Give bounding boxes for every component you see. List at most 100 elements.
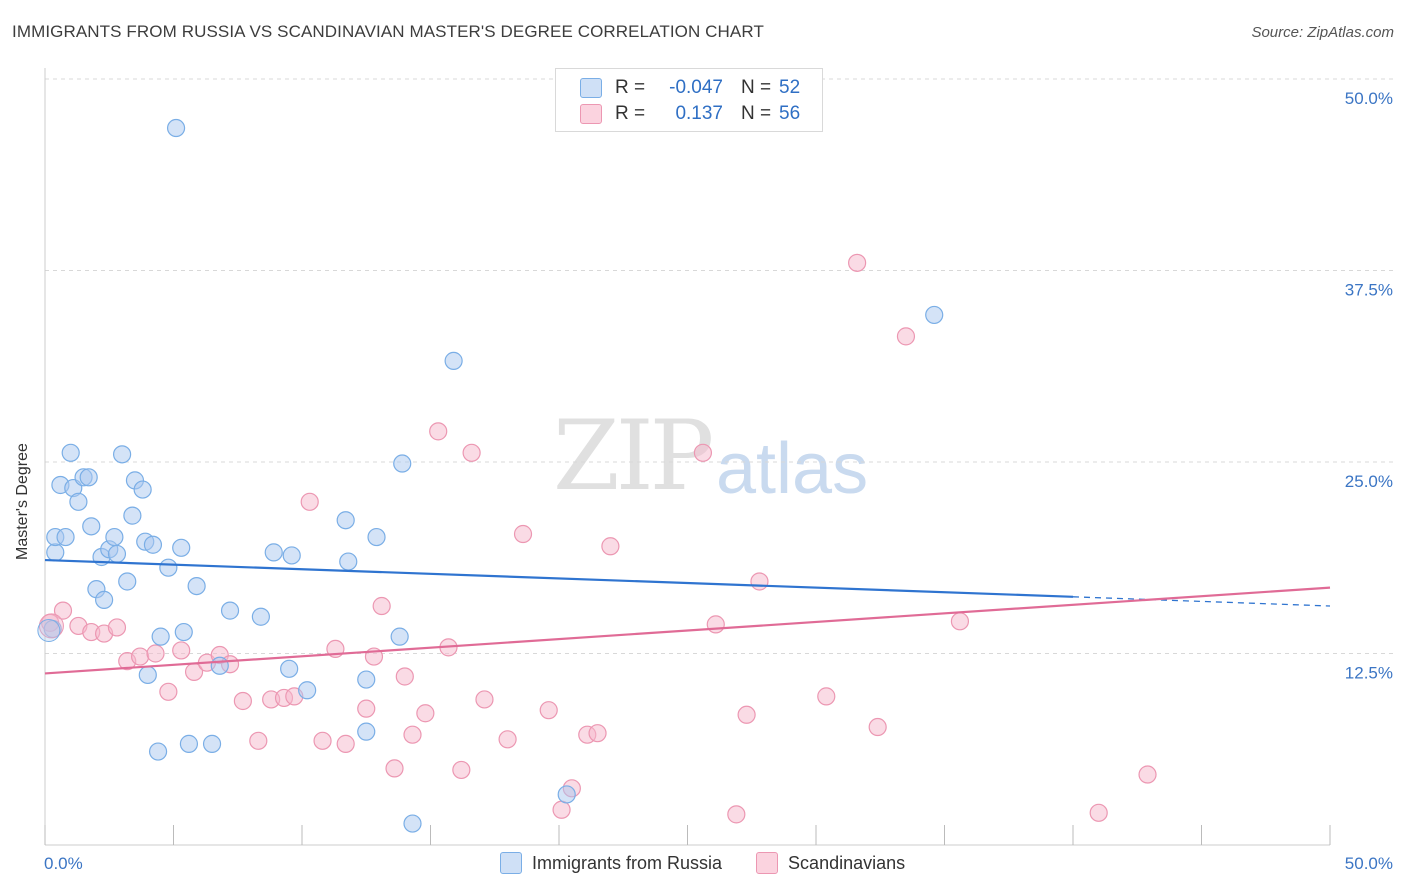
point-russia [61, 443, 80, 462]
legend-n-label: N = [741, 77, 772, 98]
point-russia [390, 627, 409, 646]
series-label-russia: Immigrants from Russia [532, 852, 723, 873]
x-tick-label: 0.0% [44, 854, 83, 873]
point-russia [123, 506, 142, 525]
point-russia [166, 118, 186, 138]
legend-swatch-scandinavians [580, 104, 602, 124]
chart-title: IMMIGRANTS FROM RUSSIA VS SCANDINAVIAN M… [12, 22, 764, 41]
point-scandinavians [336, 734, 355, 753]
legend-row-russia: R = -0.047 N = 52 [580, 77, 800, 99]
point-russia [357, 722, 376, 741]
point-russia [925, 305, 944, 325]
series-label-scandinavians: Scandinavians [788, 852, 906, 873]
point-russia-large [37, 619, 61, 643]
point-russia [159, 558, 178, 577]
series-legend-scandinavians: Scandinavians [756, 852, 905, 874]
source-label: Source: ZipAtlas.com [1251, 24, 1394, 41]
point-scandinavians [693, 443, 713, 462]
point-scandinavians [416, 704, 435, 723]
point-russia [220, 601, 240, 620]
point-scandinavians [1089, 803, 1108, 822]
y-tick-label: 50.0% [1345, 89, 1393, 108]
series-legend-russia: Immigrants from Russia [500, 852, 722, 874]
legend-r-value: -0.047 [669, 77, 723, 98]
point-russia [393, 454, 412, 473]
point-russia [172, 538, 191, 557]
series-legend: Immigrants from Russia Scandinavians [500, 852, 939, 874]
watermark-atlas: atlas [716, 429, 869, 509]
point-scandinavians [452, 760, 471, 780]
point-scandinavians [727, 805, 746, 824]
point-russia [82, 517, 101, 536]
legend-row-scandinavians: R = 0.137 N = 56 [580, 103, 800, 125]
point-scandinavians [300, 492, 319, 511]
point-scandinavians [313, 731, 332, 750]
point-scandinavians [848, 253, 867, 272]
point-scandinavians [146, 644, 165, 663]
watermark-zip: ZIP [553, 400, 714, 512]
point-russia [118, 572, 137, 591]
point-russia [264, 543, 283, 562]
legend-n-value: 56 [779, 103, 801, 124]
point-scandinavians [1138, 765, 1157, 784]
point-scandinavians [706, 615, 725, 634]
point-russia [403, 814, 422, 833]
point-russia [107, 544, 127, 564]
point-scandinavians [737, 705, 756, 724]
point-russia [79, 468, 98, 487]
x-tick-label: 50.0% [1345, 854, 1393, 873]
point-scandinavians [107, 618, 127, 637]
y-tick-label: 12.5% [1345, 664, 1393, 683]
legend-n-label: N = [741, 103, 772, 124]
point-scandinavians [462, 443, 481, 462]
point-russia [339, 552, 358, 571]
point-russia [298, 681, 317, 700]
trendline-russia-extension [1072, 596, 1331, 607]
point-scandinavians [601, 537, 620, 556]
point-scandinavians [750, 572, 769, 591]
y-tick-label: 37.5% [1345, 281, 1393, 300]
point-scandinavians [249, 731, 268, 750]
point-russia [210, 656, 229, 675]
point-scandinavians [429, 422, 448, 441]
point-russia [179, 734, 199, 753]
point-russia [69, 492, 88, 511]
point-scandinavians [403, 725, 422, 744]
point-scandinavians [172, 641, 191, 660]
point-scandinavians [588, 724, 607, 743]
point-russia [143, 535, 163, 554]
point-russia [105, 527, 124, 547]
point-russia [444, 351, 463, 370]
point-russia [557, 785, 576, 804]
point-russia [202, 734, 222, 753]
legend-r-label: R = [615, 77, 646, 98]
point-russia [251, 607, 270, 626]
point-scandinavians [395, 667, 414, 686]
point-russia [133, 480, 152, 499]
point-scandinavians [539, 701, 558, 720]
point-scandinavians [385, 759, 404, 778]
trendline-russia [44, 558, 1074, 598]
point-scandinavians [372, 596, 391, 616]
legend-r-value: 0.137 [675, 103, 723, 124]
point-russia [151, 627, 170, 646]
legend-n-value: 52 [779, 77, 801, 98]
legend-swatch-russia [580, 78, 602, 98]
point-scandinavians [159, 682, 178, 701]
point-russia [138, 665, 157, 685]
point-russia [336, 511, 355, 530]
point-scandinavians [498, 730, 517, 749]
point-russia [95, 590, 114, 609]
point-scandinavians [950, 612, 970, 631]
point-scandinavians [130, 647, 150, 666]
point-scandinavians [53, 601, 73, 620]
point-russia [357, 670, 376, 689]
point-scandinavians [817, 687, 836, 706]
point-scandinavians [475, 690, 494, 709]
series-swatch-scandinavians [756, 852, 779, 874]
point-scandinavians [896, 327, 916, 346]
point-russia [56, 527, 75, 547]
trendline-scandinavians [44, 586, 1331, 675]
point-russia [112, 445, 132, 464]
